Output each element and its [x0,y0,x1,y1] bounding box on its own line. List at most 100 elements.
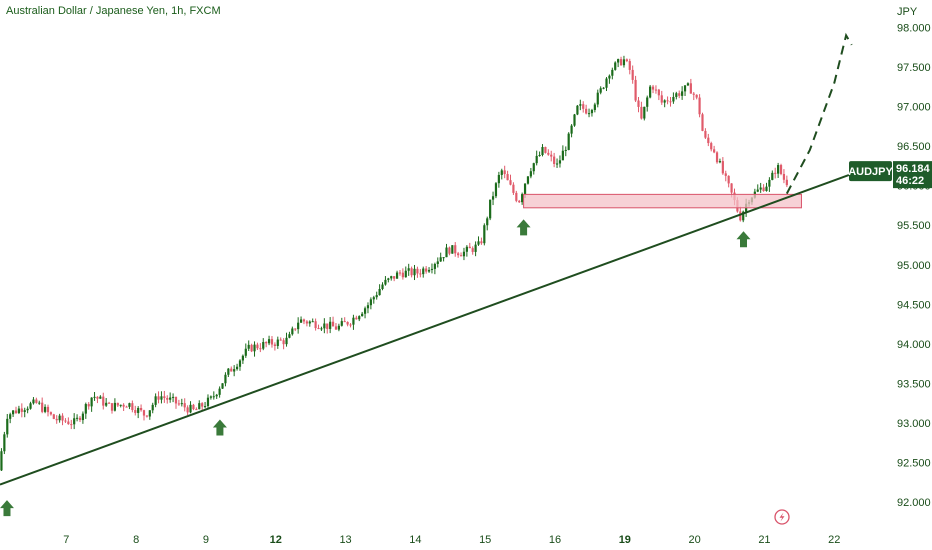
candle-body-153 [445,247,448,258]
candle-body-111 [323,323,326,329]
candle-body-141 [410,268,413,276]
candle-body-86 [250,344,253,352]
x-tick-label-10: 21 [758,534,770,546]
arrow-up-icon-0 [0,500,14,517]
candle-body-114 [331,321,335,327]
candle-body-84 [244,348,247,356]
price-tag-symbol: AUDJPY [848,166,893,178]
candle-body-265 [771,172,774,180]
candle-body-36 [105,402,108,406]
candle-body-71 [206,397,210,407]
candle-body-22 [64,420,67,422]
candle-body-139 [404,270,407,278]
arrow-up-icon-2 [516,219,531,236]
projection-path [785,32,853,195]
candle-body-7 [20,408,23,412]
x-tick-label-11: 22 [828,534,840,546]
candle-body-101 [294,328,297,330]
ascending-trendline [0,170,860,486]
candle-body-82 [238,360,242,367]
candle-body-192 [558,160,562,164]
candle-body-33 [96,396,99,399]
candle-body-155 [451,245,454,254]
candle-body-105 [305,321,308,324]
candle-body-183 [532,163,535,172]
candle-body-132 [384,279,387,285]
candle-body-200 [582,104,585,109]
candle-body-28 [81,413,85,421]
candle-body-145 [422,268,425,275]
candle-body-75 [218,388,221,395]
x-tick-label-9: 20 [689,534,701,546]
candle-body-20 [58,415,61,421]
candle-body-243 [707,137,710,144]
candle-body-112 [326,323,329,329]
candle-body-81 [235,366,239,370]
candle-body-167 [486,218,489,226]
candle-body-106 [308,321,311,324]
candle-body-12 [35,399,38,403]
candle-body-128 [372,297,375,300]
candle-body-164 [477,241,480,245]
candle-body-48 [139,407,143,411]
candle-body-191 [555,163,559,165]
candle-body-44 [128,403,131,407]
y-tick-label-12: 98.000 [897,23,931,35]
lightning-icon[interactable] [774,509,790,525]
candle-body-119 [346,322,349,325]
candle-body-247 [718,161,722,163]
candle-body-72 [209,396,212,398]
candle-body-40 [116,402,119,406]
candle-body-117 [340,321,343,326]
candle-body-131 [381,284,384,290]
candle-body-238 [692,93,695,95]
candle-body-157 [457,253,460,256]
candle-body-148 [430,268,434,270]
candle-body-2 [6,418,9,435]
candle-body-25 [73,418,76,425]
lightning-bolt-shape [779,512,785,522]
candle-body-232 [675,93,678,97]
candle-body-267 [777,165,780,174]
candle-body-129 [375,295,378,298]
candle-body-248 [721,161,724,174]
candle-body-24 [70,424,73,426]
candle-body-237 [689,83,692,94]
candle-body-77 [224,374,227,384]
candle-body-234 [681,91,684,96]
candle-body-99 [288,334,291,338]
candle-body-19 [55,418,58,421]
candle-body-38 [110,403,114,411]
candle-body-214 [622,59,626,66]
candle-body-144 [419,273,422,275]
candle-body-235 [683,85,687,92]
candle-body-127 [369,299,372,306]
x-tick-label-0: 7 [63,534,69,546]
axes-layer: JPY 92.000 92.500 93.000 93.500 94.000 94.500 9… [63,6,932,546]
candle-body-30 [87,404,90,407]
x-tick-label-7: 16 [549,534,561,546]
y-tick-label-6: 95.000 [897,260,931,272]
candle-body-78 [227,368,230,375]
candle-body-58 [169,397,172,400]
candle-body-193 [561,150,564,161]
candle-body-18 [52,414,55,419]
candle-body-268 [779,165,783,174]
candle-body-136 [395,272,399,279]
y-tick-label-3: 93.500 [897,378,931,390]
candles-layer [0,55,788,472]
candle-body-97 [282,340,285,345]
candle-body-85 [247,344,250,349]
candle-body-89 [259,348,262,350]
candle-body-124 [361,313,364,317]
candle-body-29 [84,404,87,414]
candle-body-158 [459,255,463,257]
candle-body-56 [163,396,166,399]
candle-body-126 [366,305,370,309]
candle-body-94 [273,344,276,346]
candle-body-188 [547,152,550,155]
candle-body-205 [596,92,599,105]
overlays-layer [0,32,860,517]
candle-body-6 [17,408,21,414]
